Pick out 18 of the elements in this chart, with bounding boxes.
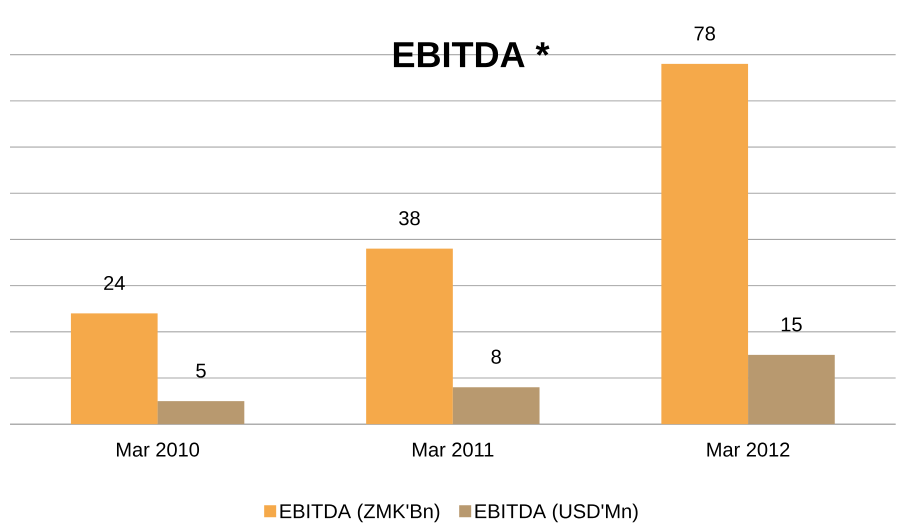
data-label: 78 [694, 26, 715, 41]
data-label: 38 [399, 211, 420, 226]
x-tick-label: Mar 2012 [707, 442, 790, 457]
bar [452, 387, 540, 424]
bar [366, 248, 453, 424]
data-label: 15 [782, 318, 802, 332]
bar [158, 401, 244, 424]
legend-label: EBITDA (ZMK'Bn) [280, 504, 440, 523]
data-label: 5 [196, 364, 206, 378]
x-tick-label: Mar 2011 [412, 442, 494, 457]
bar [70, 314, 158, 424]
bar [661, 64, 748, 424]
bar [748, 355, 835, 424]
legend-label: EBITDA (USD'Mn) [475, 504, 638, 523]
data-label: 24 [104, 276, 125, 290]
x-tick-label: Mar 2010 [116, 442, 200, 457]
chart-title: EBITDA * [394, 42, 550, 68]
data-label: 8 [492, 350, 501, 364]
